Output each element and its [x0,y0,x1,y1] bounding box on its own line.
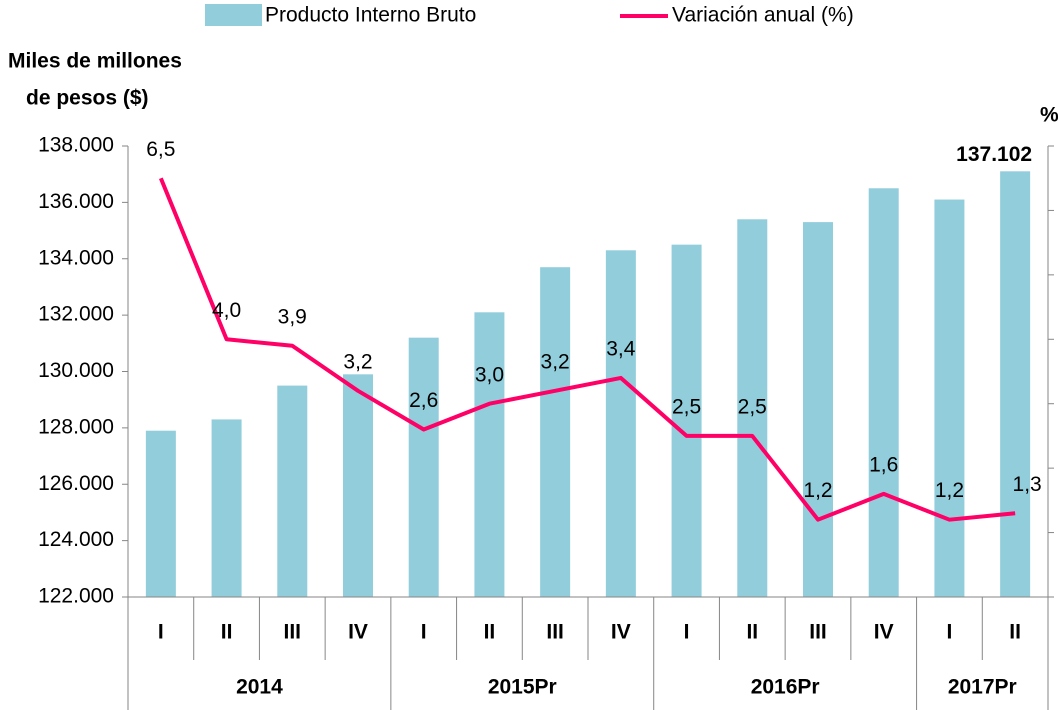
x-tick-label: II [746,621,758,644]
x-group-label: 2017Pr [948,676,1017,699]
bar [540,267,571,597]
line-value-label: 1,2 [935,479,964,502]
y2-axis-label: % [1040,104,1058,127]
y-tick-label: 124.000 [38,528,114,551]
line-value-label: 2,6 [409,389,438,412]
x-group-label: 2014 [236,676,283,699]
line-value-label: 1,3 [1013,473,1042,496]
line-value-label: 3,4 [606,337,636,360]
bar [474,312,505,597]
bar [1000,171,1031,597]
y-tick-label: 128.000 [38,415,114,438]
bar [145,430,176,597]
y-tick-label: 122.000 [38,585,114,608]
bar [605,250,636,597]
bar-value-label: 137.102 [956,143,1032,166]
y-tick-label: 138.000 [38,134,114,157]
line-value-label: 2,5 [672,395,701,418]
line-value-label: 3,2 [343,350,372,373]
bar [671,244,702,597]
line-value-label: 4,0 [212,299,241,322]
y-tick-label: 130.000 [38,359,114,382]
x-tick-label: I [947,621,953,644]
legend-label: Variación anual (%) [672,4,854,27]
x-tick-label: I [684,621,690,644]
bar [343,374,373,597]
legend-label: Producto Interno Bruto [265,4,476,27]
x-tick-label: IV [874,621,894,644]
line-value-label: 3,2 [541,350,570,373]
x-group-label: 2016Pr [751,676,820,699]
x-tick-label: II [484,621,496,644]
x-tick-label: IV [348,621,368,644]
bar [211,419,242,597]
y-tick-label: 132.000 [38,303,114,326]
line-value-label: 1,6 [869,453,898,476]
y-tick-label: 136.000 [38,190,114,213]
bar [934,199,965,597]
line-value-label: 3,9 [278,305,307,328]
bar [408,337,439,597]
x-tick-label: I [421,621,427,644]
line-value-label: 2,5 [738,395,767,418]
line-value-label: 1,2 [803,479,832,502]
y-axis-label: de pesos ($) [26,87,149,110]
x-group-label: 2015Pr [488,676,557,699]
bar [868,188,899,597]
line-value-label: 3,0 [475,363,504,386]
line-value-label: 6,5 [146,138,175,161]
y-tick-label: 134.000 [38,246,114,269]
legend-swatch [205,4,262,26]
y-tick-label: 126.000 [38,472,114,495]
x-tick-label: III [809,621,827,644]
x-tick-label: I [158,621,164,644]
y-axis-label: Miles de millones [8,50,182,73]
x-tick-label: II [1009,621,1021,644]
line [159,177,1016,522]
x-tick-label: III [546,621,564,644]
bar [277,385,308,597]
x-tick-label: IV [611,621,631,644]
bar [803,222,833,597]
bar [737,219,768,597]
x-tick-label: II [221,621,233,644]
x-tick-label: III [284,621,302,644]
